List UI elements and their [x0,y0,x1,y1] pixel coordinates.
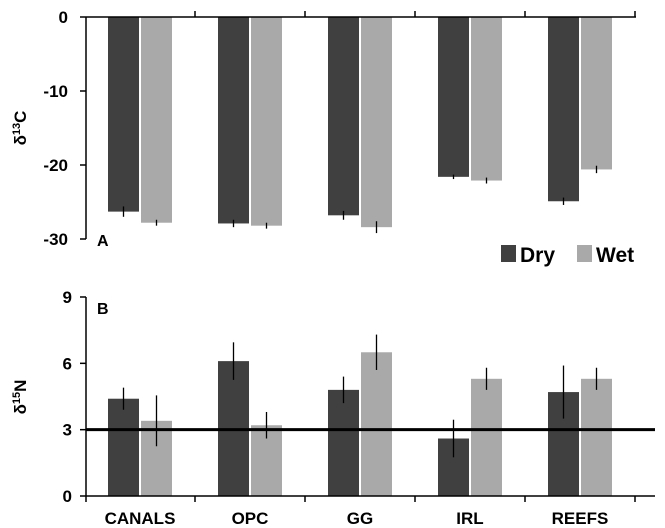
bar-b-wet-gg [361,352,392,496]
legend-dry-label: Dry [520,244,555,267]
panel-b-y-label-sup: 15 [11,392,23,404]
x-tick-label-irl: IRL [456,509,483,528]
bar-a-wet-opc [251,17,282,226]
y-tick-label-a: -20 [43,156,68,175]
y-tick-label-b: 9 [63,288,72,307]
bar-b-wet-reefs [581,378,612,496]
y-tick-label-b: 6 [63,354,72,373]
panel-a-y-axis-label: δ13C [11,111,30,146]
x-tick-label-opc: OPC [232,509,269,528]
panel-b-y-axis-label: δ15N [11,380,30,415]
panel-b-x-ticks: CANALS OPC GG IRL REEFS [85,496,636,528]
bar-a-wet-gg [361,17,392,228]
panel-b-label: B [97,301,109,318]
bar-a-dry-reefs [548,17,579,202]
legend-wet-swatch [577,245,592,262]
panel-a: 0 -10 -20 -30 δ13C A [11,8,636,250]
bar-a-dry-canals [108,17,139,212]
bar-a-dry-irl [438,17,469,177]
y-tick-label-a: 0 [59,8,68,27]
legend-wet-label: Wet [596,244,634,267]
bar-a-wet-canals [141,17,172,223]
bar-b-dry-canals [108,398,139,496]
panel-b-bars [108,352,612,496]
panel-a-y-ticks: 0 -10 -20 -30 [43,8,636,249]
panel-b-error-bars [122,334,598,458]
panel-a-label: A [97,233,109,250]
panel-a-bars [108,17,612,228]
y-tick-label-b: 3 [63,421,72,440]
x-tick-label-canals: CANALS [105,509,176,528]
bar-a-dry-gg [328,17,359,216]
bar-b-wet-irl [471,378,502,496]
panel-b-y-ticks: 0 3 6 9 [63,288,86,506]
x-tick-label-reefs: REEFS [552,509,609,528]
x-tick-label-gg: GG [347,509,373,528]
bar-a-wet-irl [471,17,502,181]
panel-a-error-bars [122,165,598,234]
bar-a-wet-reefs [581,17,612,170]
y-tick-label-b: 0 [63,487,72,506]
y-tick-label-a: -30 [43,230,68,249]
legend-dry-swatch [501,245,516,262]
bar-b-dry-gg [328,389,359,496]
bar-a-dry-opc [218,17,249,224]
panel-a-y-label-sup: 13 [11,123,23,135]
panel-b: 0 3 6 9 CANALS OPC GG IRL REEFS δ15N B [11,288,655,528]
legend: Dry Wet [501,244,634,267]
y-tick-label-a: -10 [43,82,68,101]
